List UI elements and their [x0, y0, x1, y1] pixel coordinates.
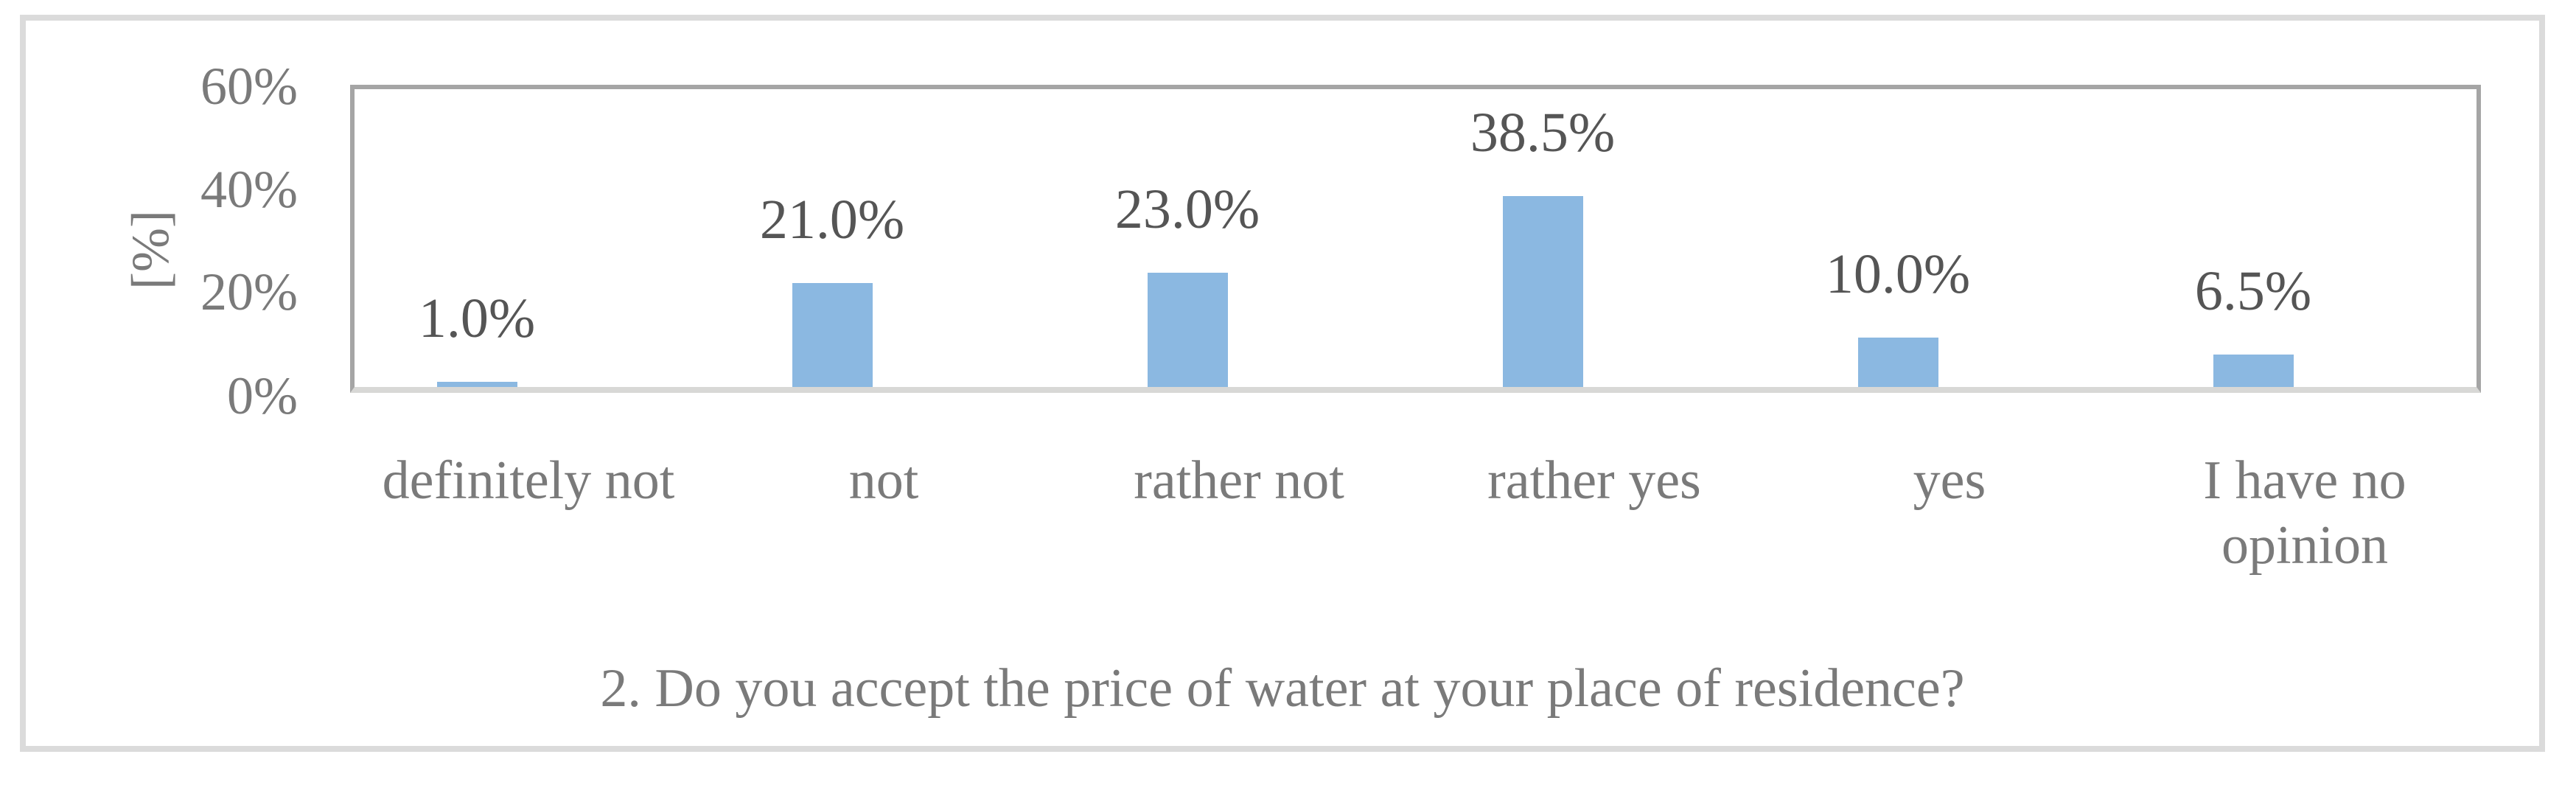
category-label: rather not — [1134, 450, 1344, 511]
data-label: 10.0% — [1825, 243, 1971, 305]
category-label: rather yes — [1487, 450, 1701, 511]
bar-yes — [1857, 338, 1938, 387]
y-tick-label-20: 20% — [200, 262, 298, 321]
y-tick-label-0: 0% — [227, 366, 298, 425]
bar-not — [792, 283, 873, 387]
data-label: 38.5% — [1470, 102, 1616, 164]
plot-area — [350, 85, 2481, 393]
chart-title: 2. Do you accept the price of water at y… — [600, 658, 1965, 719]
data-label: 1.0% — [418, 287, 536, 349]
y-tick-label-60: 60% — [200, 57, 298, 116]
bar-rather-not — [1147, 273, 1228, 387]
y-axis-title: [%] — [121, 210, 180, 290]
data-label: 21.0% — [759, 189, 905, 251]
category-label: definitely not — [382, 450, 675, 511]
category-label: I have no opinion — [2203, 450, 2406, 576]
category-label: yes — [1913, 450, 1986, 511]
bar-i-have-no-opinion — [2213, 355, 2294, 387]
data-label: 23.0% — [1114, 178, 1260, 240]
data-label: 6.5% — [2194, 260, 2312, 322]
category-label: not — [848, 450, 919, 511]
bar-rather-yes — [1502, 196, 1583, 387]
bar-definitely-not — [436, 382, 517, 387]
y-tick-label-40: 40% — [200, 160, 298, 219]
